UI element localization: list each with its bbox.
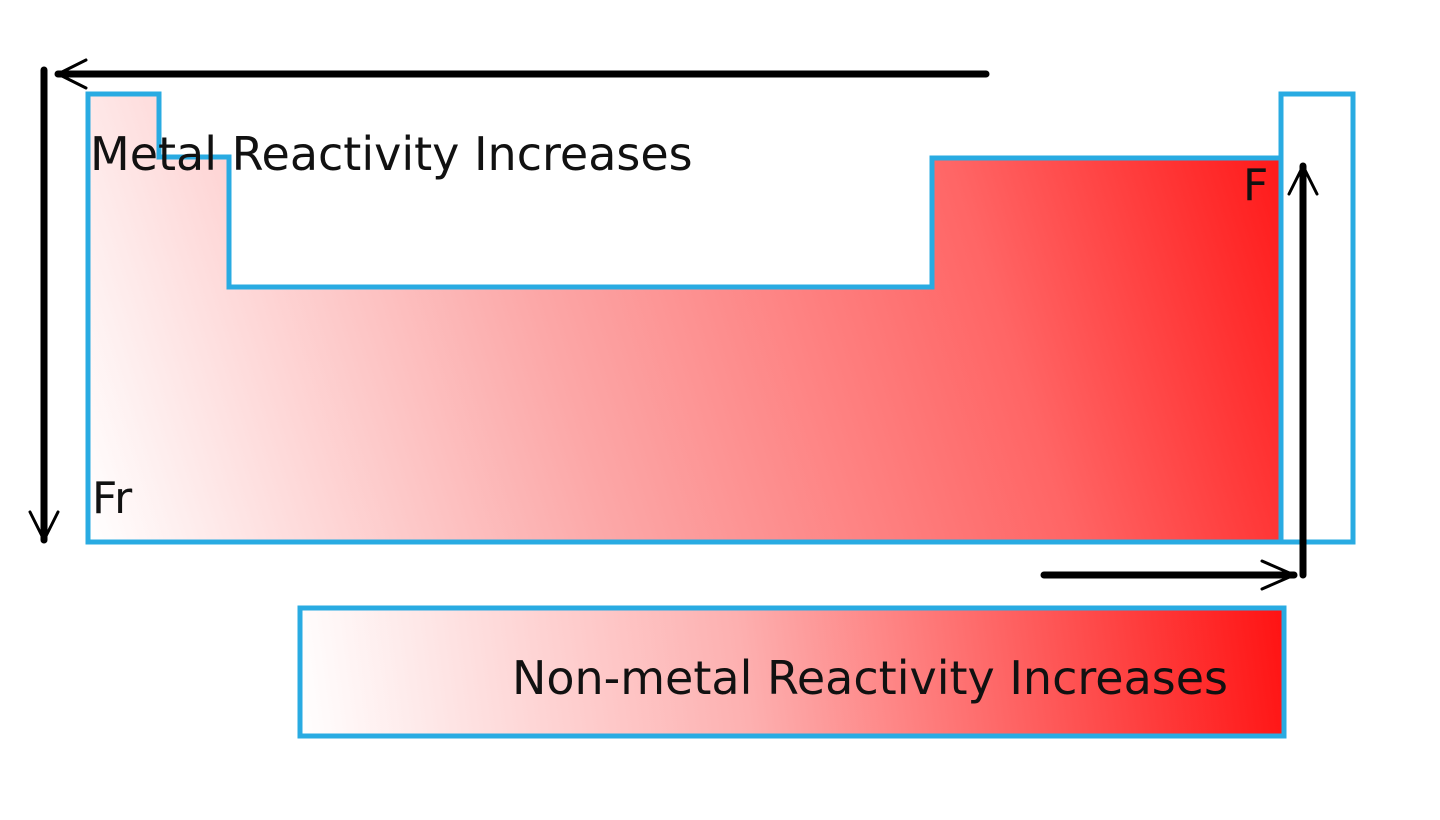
metal-horizontal-arrow [54, 58, 990, 90]
nonmetal-reactivity-label: Non-metal Reactivity Increases [512, 651, 1228, 705]
element-fr-label: Fr [92, 473, 133, 524]
noble-gas-column [1278, 91, 1356, 545]
metal-vertical-arrow [28, 66, 60, 544]
element-f-label: F [1243, 160, 1268, 211]
periodic-table-shape [85, 91, 1284, 545]
nonmetal-vertical-arrow [1287, 162, 1319, 579]
metal-reactivity-label: Metal Reactivity Increases [90, 127, 693, 181]
nonmetal-horizontal-arrow [1040, 559, 1298, 591]
nonmetal-reactivity-bar [297, 605, 1287, 739]
